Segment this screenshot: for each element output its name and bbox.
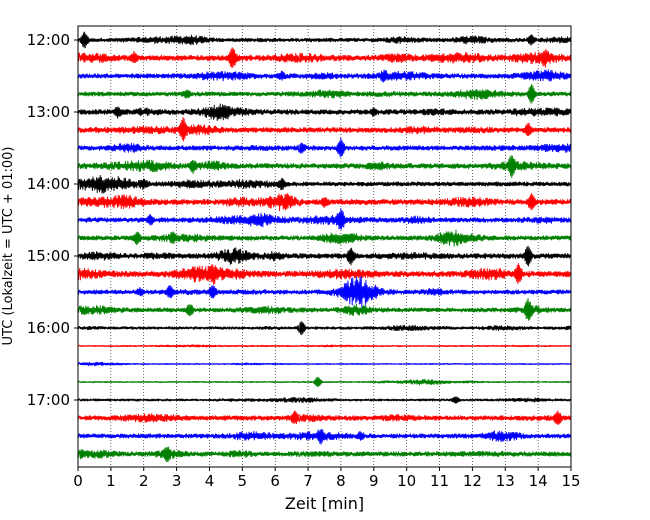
seismogram-trace [77,245,572,267]
x-tick-label: 11 [430,472,449,490]
seismogram-trace [77,263,572,285]
seismogram-trace [77,174,572,194]
x-tick-label: 15 [561,472,580,490]
x-tick-label: 0 [73,472,83,490]
seismogram-trace [77,321,572,336]
x-axis-label: Zeit [min] [285,494,364,513]
seismogram-trace [77,193,572,212]
seismogram-trace [77,69,572,83]
y-tick-label: 13:00 [27,103,70,121]
seismogram-trace [77,47,572,69]
seismogram-trace [77,84,572,104]
x-tick-label: 13 [496,472,515,490]
y-axis-ticks: 12:00 13:00 14:00 15:00 16:00 17:00 [27,31,78,409]
x-tick-label: 5 [238,472,248,490]
x-tick-label: 2 [139,472,149,490]
x-tick-label: 6 [270,472,280,490]
seismogram-trace [77,297,572,321]
x-tick-label: 4 [205,472,215,490]
seismogram-trace [77,117,572,142]
seismogram-trace [77,229,572,247]
x-tick-label: 1 [106,472,116,490]
y-tick-label: 12:00 [27,31,70,49]
seismogram-trace [77,396,572,404]
seismogram-trace [77,276,572,308]
plot-background [78,26,571,467]
seismogram-trace [77,155,572,179]
x-tick-label: 3 [172,472,182,490]
seismogram-trace [77,103,572,121]
y-axis-label: UTC (Lokalzeit = UTC + 01:00) [1,147,16,346]
y-tick-label: 15:00 [27,247,70,265]
y-tick-label: 14:00 [27,175,70,193]
seismogram-trace [77,428,572,445]
x-tick-label: 14 [529,472,548,490]
x-tick-label: 10 [397,472,416,490]
y-tick-label: 17:00 [27,391,70,409]
x-tick-label: 7 [303,472,313,490]
seismogram-trace [77,361,571,367]
seismogram-trace [77,446,572,463]
x-tick-label: 12 [463,472,482,490]
seismogram-trace [77,376,571,387]
x-axis-ticks: 0 1 2 3 4 5 6 7 8 9 10 11 12 13 14 15 [73,467,581,490]
y-tick-label: 16:00 [27,319,70,337]
seismogram-trace [77,137,572,158]
x-tick-label: 9 [369,472,379,490]
seismogram-trace [77,344,571,348]
plot-frame [77,25,572,468]
seismogram-trace [77,31,572,49]
seismogram-trace [77,208,572,230]
seismogram-traces [77,31,572,463]
x-tick-label: 8 [336,472,346,490]
seismogram-trace [77,410,572,425]
